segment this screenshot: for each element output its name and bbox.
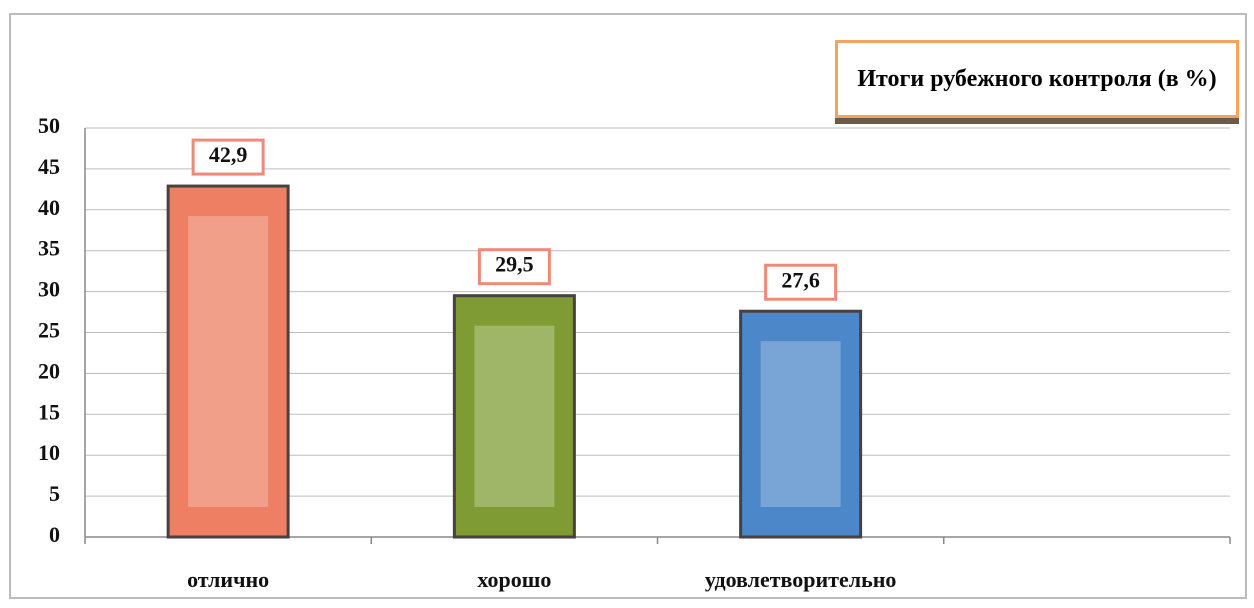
x-tick-label: отлично [187, 567, 269, 592]
bar [166, 184, 290, 539]
bar [739, 309, 863, 539]
y-tick-label: 25 [38, 318, 60, 343]
y-tick-label: 35 [38, 236, 60, 261]
bar [452, 294, 576, 539]
y-tick-label: 0 [49, 522, 60, 547]
x-tick-label: хорошо [477, 567, 551, 592]
bar-highlight [760, 341, 841, 507]
value-label: 29,5 [495, 252, 534, 277]
chart-frame [9, 13, 1247, 599]
value-label-box [764, 263, 838, 301]
chart-title: Итоги рубежного контроля (в %) [835, 40, 1239, 118]
y-tick-label: 40 [38, 195, 60, 220]
value-label-box [477, 248, 551, 286]
x-tick-label: удовлетворительно [705, 567, 897, 592]
value-label-box [191, 138, 265, 176]
y-tick-label: 45 [38, 154, 60, 179]
y-tick-label: 50 [38, 113, 60, 138]
y-tick-label: 20 [38, 358, 60, 383]
y-tick-label: 15 [38, 399, 60, 424]
y-tick-label: 10 [38, 440, 60, 465]
y-tick-label: 5 [49, 481, 60, 506]
y-tick-label: 30 [38, 277, 60, 302]
bar-highlight [474, 325, 555, 507]
bar-highlight [188, 216, 269, 507]
value-label: 42,9 [209, 142, 248, 167]
value-label: 27,6 [781, 267, 820, 292]
